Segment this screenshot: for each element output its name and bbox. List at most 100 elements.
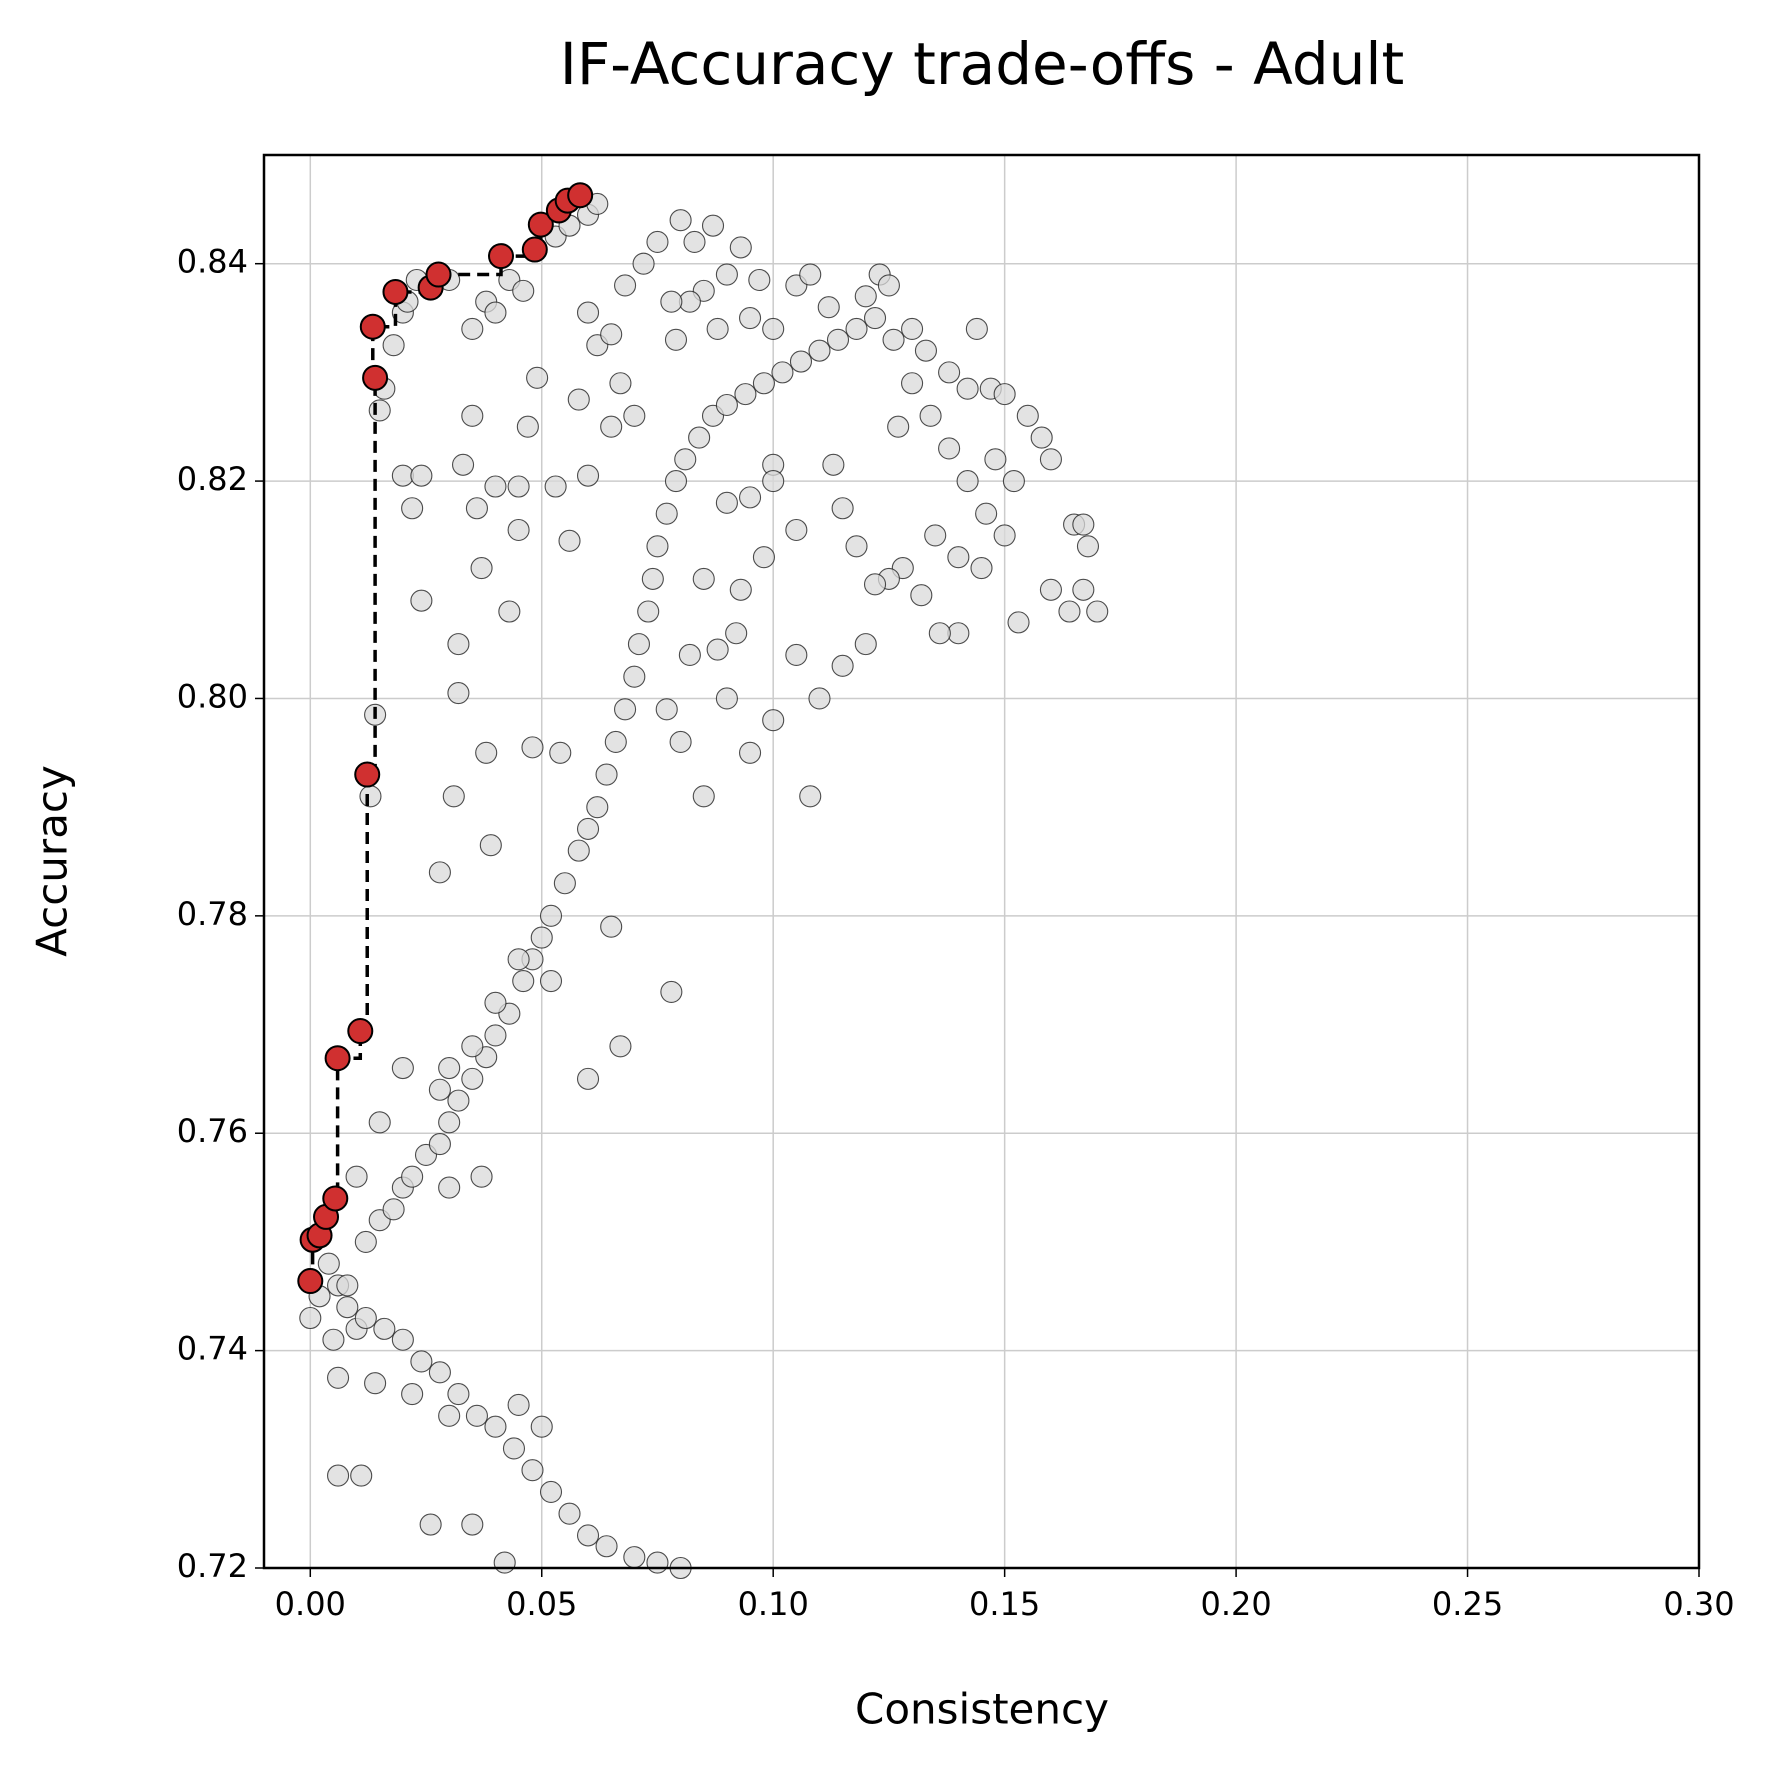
point [470,1165,493,1188]
plot-frame [262,153,1701,1570]
point [465,1404,488,1427]
point [646,230,669,254]
point [428,861,451,884]
point [734,383,757,406]
point [401,1165,424,1188]
pareto-point [527,211,554,238]
point [738,741,762,764]
pareto-point [359,313,386,340]
point [627,633,651,656]
point [373,1317,396,1340]
point [600,323,623,346]
point [641,567,664,590]
point [354,1230,377,1253]
pareto-point [425,261,452,288]
point [831,497,854,520]
point [808,687,831,710]
pareto-point [488,243,515,270]
point [553,872,576,895]
point [678,290,701,313]
point [762,709,785,732]
point [428,1078,451,1101]
point [484,475,507,498]
point [614,274,637,297]
point [845,317,868,340]
point [799,785,822,808]
point [512,279,535,302]
point [364,1372,387,1395]
point [762,317,785,340]
x-tick-label: 0.00 [275,1585,346,1623]
y-axis-label: Accuracy [28,765,77,957]
point [947,546,970,569]
point [914,339,938,362]
x-tick-label: 0.10 [738,1585,809,1623]
point [1076,535,1100,558]
point [715,393,738,417]
pareto-point [567,182,594,209]
point [368,1111,391,1134]
point [854,285,877,308]
point [438,1404,461,1427]
point [600,915,623,938]
point [664,470,688,493]
point [530,1415,553,1438]
point [1002,470,1025,493]
y-tick-label: 0.78 [177,895,248,933]
point [558,529,581,552]
point [299,1306,322,1330]
point [877,274,900,297]
point [461,404,484,427]
point [484,991,507,1014]
point [350,1464,373,1487]
point [664,328,688,351]
point [887,415,910,438]
point [498,600,521,623]
point [507,518,530,542]
point [993,524,1016,547]
point [502,1437,526,1460]
point [507,475,530,498]
point [544,475,567,498]
point [1039,448,1062,471]
point [738,306,762,330]
x-tick-label: 0.05 [506,1585,577,1623]
point [669,209,692,232]
point [539,904,563,927]
point [317,1252,340,1275]
point [1016,404,1039,427]
point [748,268,771,292]
point [678,643,701,667]
point [336,1296,359,1319]
pareto-point [347,1018,374,1045]
point [461,1067,484,1090]
point [493,1551,516,1574]
point [993,383,1016,406]
point [1086,600,1109,623]
point [447,1383,470,1406]
point [924,524,947,547]
point [789,350,813,373]
point [595,763,618,786]
point [428,1361,451,1384]
point [771,361,794,384]
y-tick-label: 0.76 [177,1112,248,1150]
point [382,334,405,357]
point [683,230,706,254]
point [419,1513,442,1536]
point [526,366,549,389]
point [558,1502,581,1525]
point [461,317,484,340]
point [1030,426,1053,449]
point [692,785,715,808]
point [521,1459,544,1482]
point [984,448,1007,471]
point [882,328,905,351]
point [785,518,808,542]
point [516,415,539,438]
pareto-point [382,278,409,305]
point [799,263,822,286]
point [507,948,530,971]
point [438,1056,461,1080]
point [1039,578,1062,601]
